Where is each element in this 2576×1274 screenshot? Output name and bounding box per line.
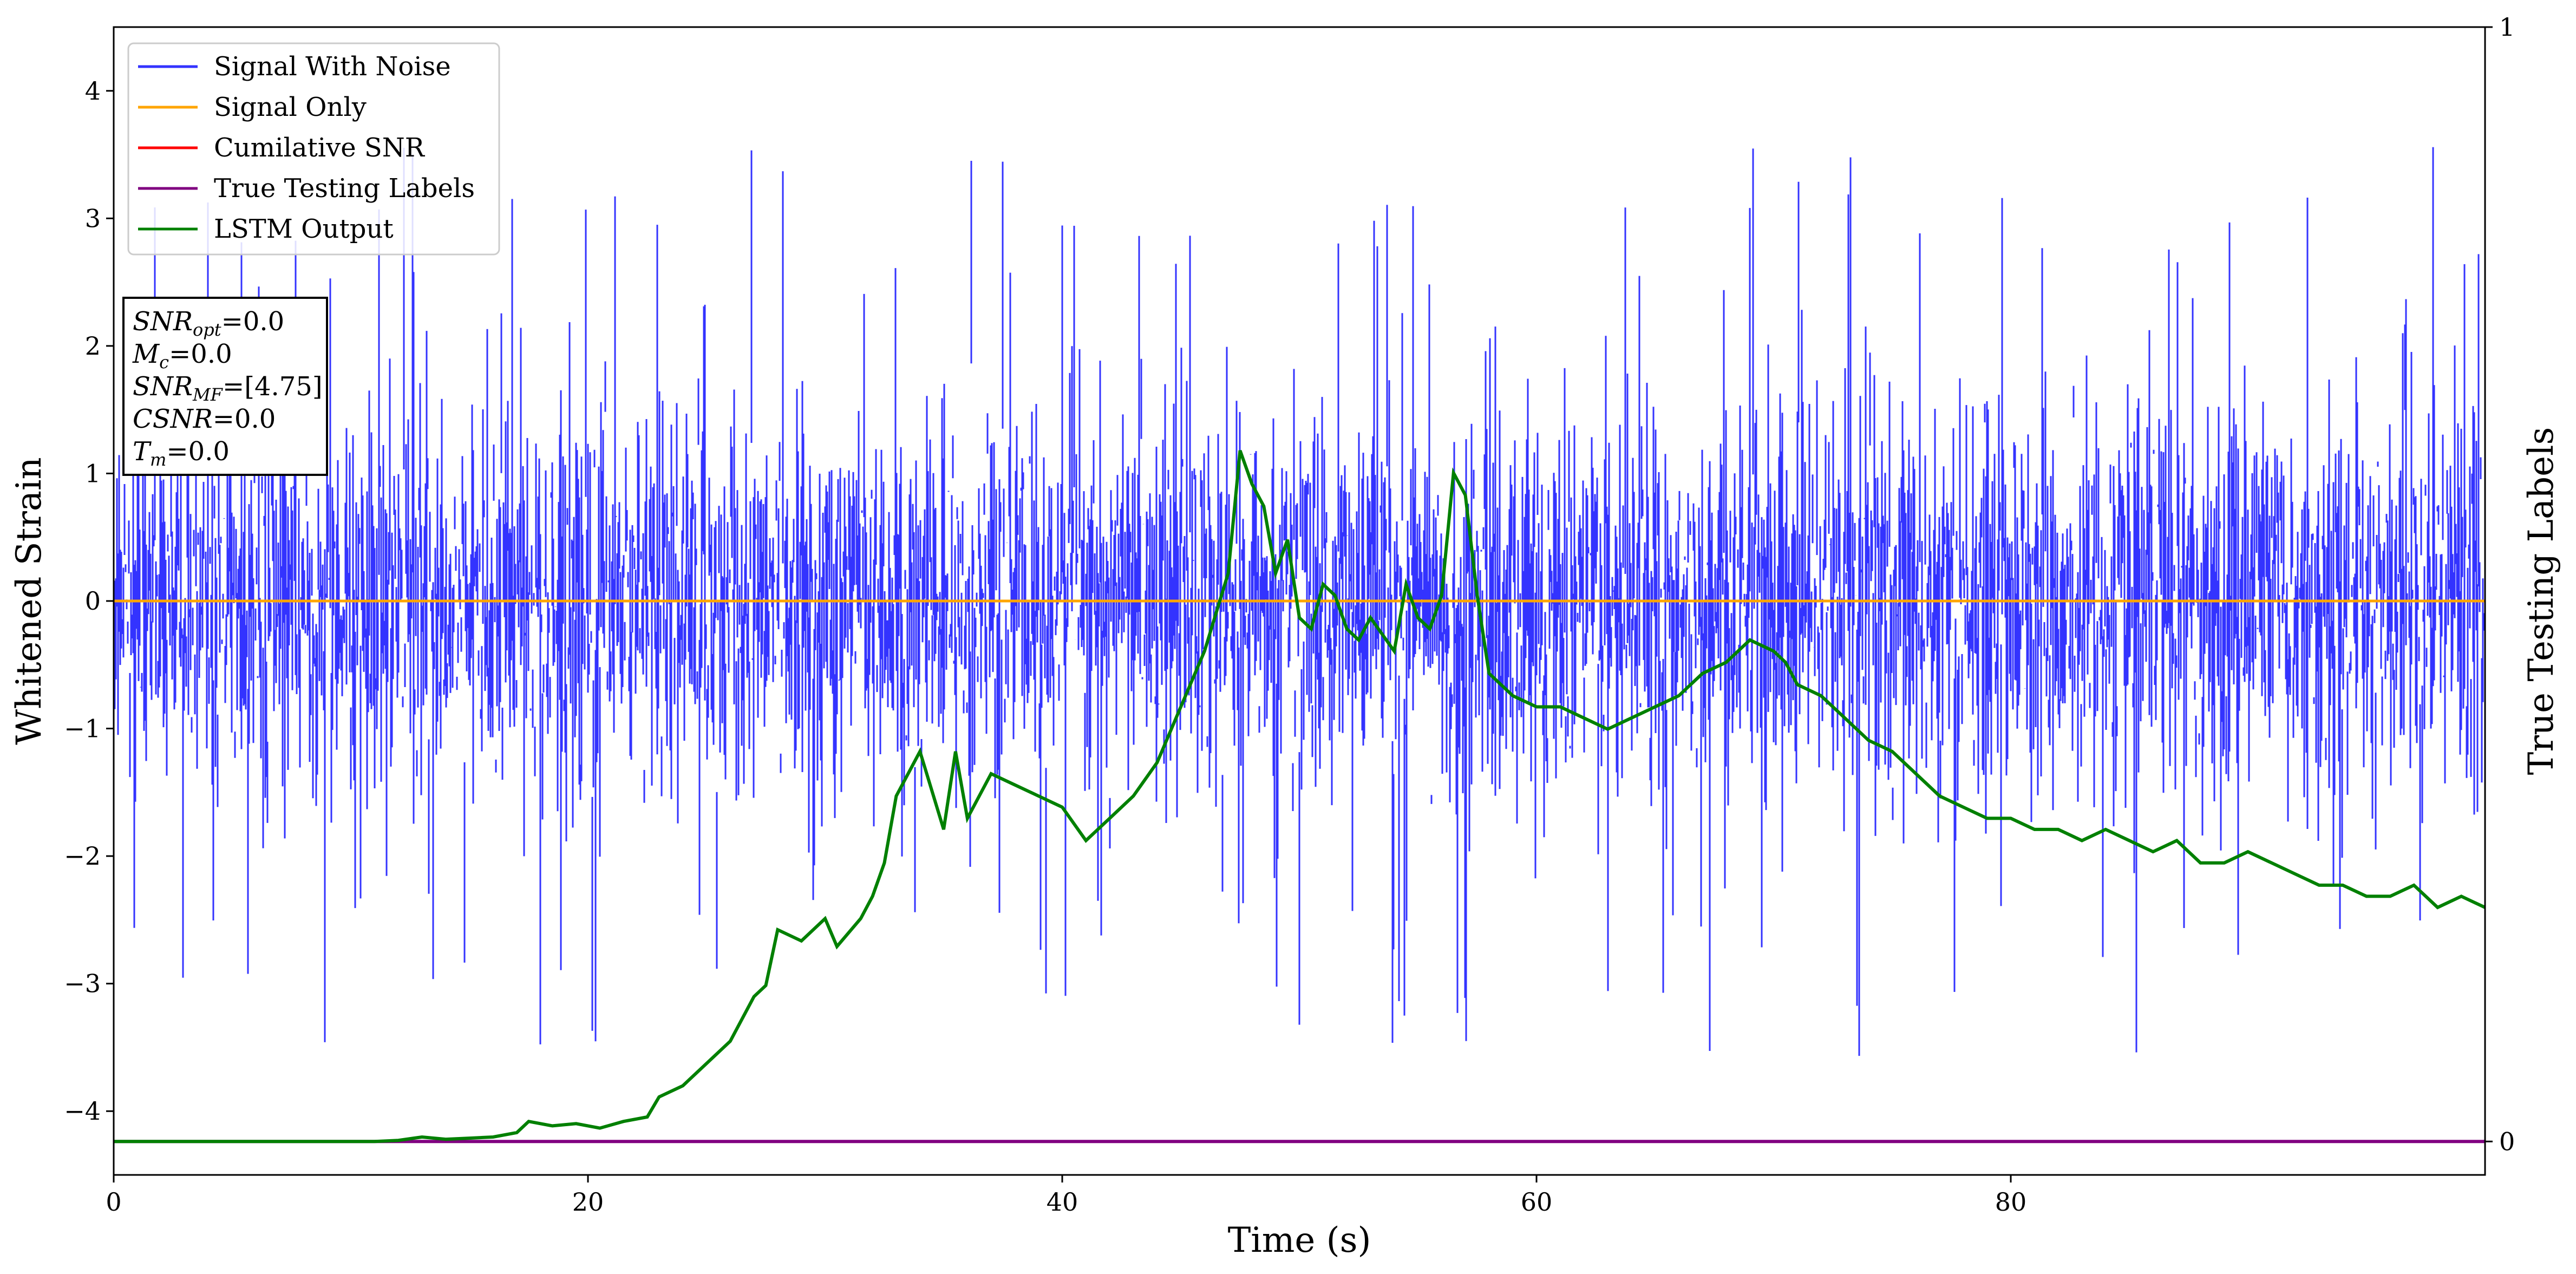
- info-snr-mf: SNRMF=[4.75]: [133, 371, 323, 405]
- y2-tick-label: 1: [2499, 12, 2515, 42]
- x-tick-label: 0: [106, 1187, 121, 1217]
- legend-label-csnr: Cumilative SNR: [214, 133, 426, 163]
- info-csnr: CSNR=0.0: [133, 404, 276, 434]
- x-axis-ticks: 0 20 40 60 80: [106, 1175, 2026, 1217]
- y-axis-ticks: 4 3 2 1 0 −1 −2 −3 −4: [64, 76, 114, 1126]
- info-tm: Tm=0.0: [133, 436, 230, 470]
- legend-label-lstm: LSTM Output: [214, 214, 394, 244]
- x-tick-label: 80: [1995, 1187, 2027, 1217]
- y-tick-label: −4: [64, 1096, 101, 1126]
- y-tick-label: 3: [85, 204, 101, 233]
- info-box: SNRopt=0.0 Mc=0.0 SNRMF=[4.75] CSNR=0.0 …: [122, 297, 328, 476]
- legend-box: [127, 42, 500, 256]
- y2-tick-label: 0: [2499, 1127, 2515, 1156]
- y-tick-label: −3: [64, 969, 101, 998]
- info-mc: Mc=0.0: [132, 339, 232, 373]
- info-snr-opt: SNRopt=0.0: [133, 306, 284, 340]
- legend-label-labels: True Testing Labels: [214, 173, 475, 204]
- y-tick-label: 1: [85, 459, 101, 488]
- y2-axis-label: True Testing Labels: [2521, 427, 2561, 775]
- y-tick-label: −2: [64, 841, 101, 871]
- y-tick-label: 2: [85, 331, 101, 361]
- x-tick-label: 40: [1047, 1187, 1078, 1217]
- y-tick-label: −1: [64, 714, 101, 743]
- info-box-frame: [122, 297, 328, 476]
- legend-label-noise: Signal With Noise: [214, 51, 451, 82]
- y-axis-label: Whitened Strain: [9, 457, 49, 744]
- y-tick-label: 4: [85, 76, 101, 106]
- y2-axis-ticks: 10: [2485, 12, 2515, 1156]
- lstm-output-line: [114, 450, 2486, 1144]
- x-axis-label: Time (s): [1228, 1220, 1371, 1260]
- legend: Signal With Noise Signal Only Cumilative S…: [127, 42, 500, 256]
- legend-label-signal: Signal Only: [214, 92, 367, 122]
- y-tick-label: 0: [85, 586, 101, 616]
- x-tick-label: 60: [1521, 1187, 1553, 1217]
- x-tick-label: 20: [572, 1187, 604, 1217]
